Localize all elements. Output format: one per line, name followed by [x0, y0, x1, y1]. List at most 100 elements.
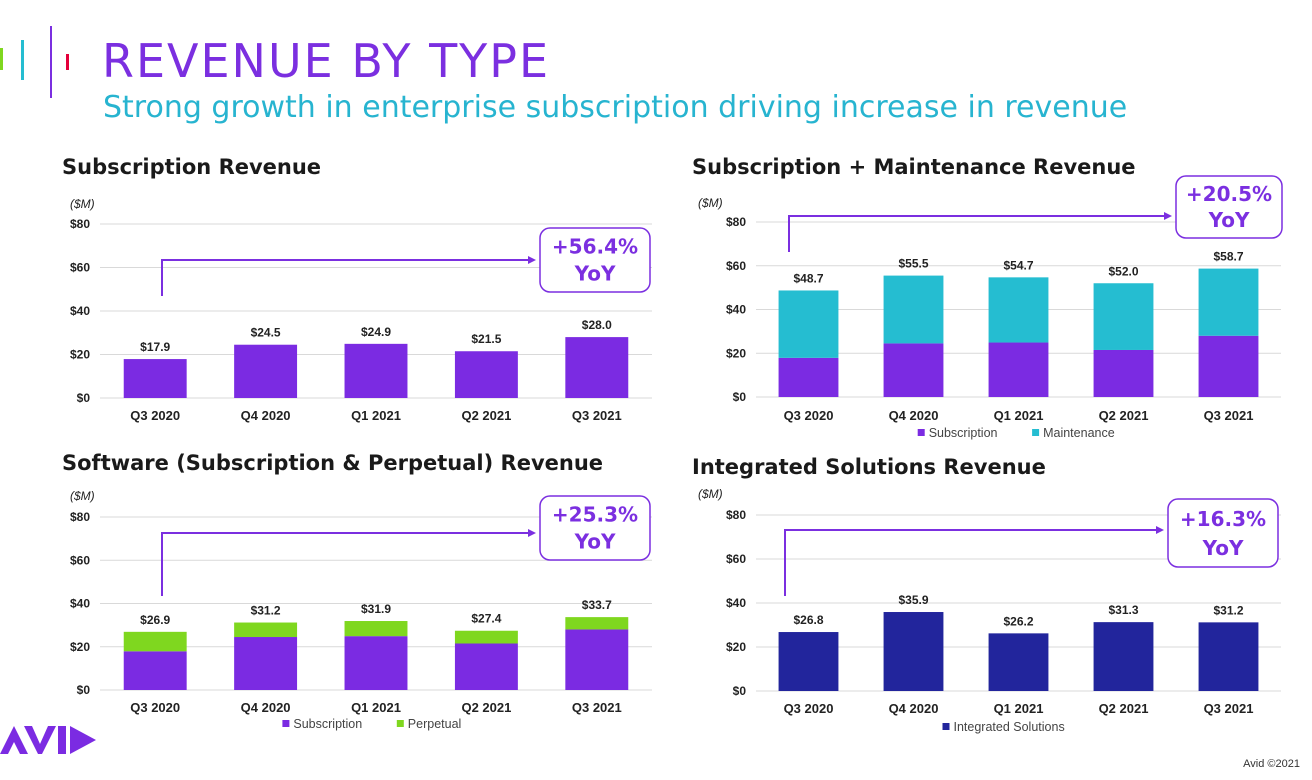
y-tick-label: $60 — [726, 259, 746, 273]
yoy-arrow-head — [528, 256, 536, 264]
x-tick-label: Q4 2020 — [241, 700, 291, 715]
yoy-percent: +16.3% — [1180, 507, 1266, 531]
data-label: $26.2 — [1003, 614, 1033, 628]
y-tick-label: $60 — [70, 553, 90, 567]
legend-label: Perpetual — [408, 717, 462, 731]
legend-label: Subscription — [293, 717, 362, 731]
x-tick-label: Q1 2021 — [994, 701, 1044, 716]
chart-title: Subscription + Maintenance Revenue — [692, 155, 1136, 179]
bar-maintenance — [1093, 283, 1154, 350]
yoy-callout-box — [539, 495, 651, 561]
data-label: $52.0 — [1108, 264, 1138, 278]
page-subtitle: Strong growth in enterprise subscription… — [103, 90, 1128, 125]
unit-label: ($M) — [698, 487, 723, 501]
legend-swatch — [282, 720, 290, 727]
legend-label: Subscription — [929, 426, 998, 440]
bar-integrated-solutions — [883, 612, 944, 691]
y-tick-label: $60 — [70, 261, 90, 275]
x-tick-label: Q1 2021 — [351, 408, 401, 423]
yoy-callout-box — [539, 227, 651, 293]
y-tick-label: $40 — [726, 596, 746, 610]
bar-integrated-solutions — [778, 632, 839, 691]
bar-subscription — [234, 344, 298, 398]
bar-maintenance — [988, 277, 1049, 343]
bar-subscription — [1198, 335, 1259, 397]
chart-title: Integrated Solutions Revenue — [692, 455, 1046, 479]
y-tick-label: $20 — [726, 346, 746, 360]
x-tick-label: Q3 2021 — [572, 408, 622, 423]
yoy-label: YoY — [574, 261, 616, 285]
chart-title: Software (Subscription & Perpetual) Reve… — [62, 451, 603, 475]
yoy-callout-box — [1167, 498, 1279, 568]
legend-label: Integrated Solutions — [954, 720, 1065, 734]
data-label: $35.9 — [898, 593, 928, 607]
chart-title: Subscription Revenue — [62, 155, 321, 179]
page-title: REVENUE BY TYPE — [102, 34, 551, 88]
y-tick-label: $0 — [77, 683, 91, 697]
legend-swatch — [1032, 429, 1040, 436]
x-tick-label: Q4 2020 — [241, 408, 291, 423]
chart-integrated-solutions-revenue: Integrated Solutions Revenue ($M) $0 $20 $40… — [692, 455, 1281, 734]
data-label: $54.7 — [1003, 258, 1033, 272]
x-tick-label: Q4 2020 — [889, 701, 939, 716]
accent-bar-purple — [50, 26, 52, 98]
y-tick-label: $80 — [70, 217, 90, 231]
bar-subscription — [1093, 349, 1154, 397]
yoy-label: YoY — [574, 529, 616, 553]
bar-integrated-solutions — [1093, 622, 1154, 691]
bar-subscription — [565, 337, 629, 398]
chart-software-revenue: Software (Subscription & Perpetual) Reve… — [62, 451, 652, 731]
y-tick-label: $80 — [726, 215, 746, 229]
accent-bar-red — [66, 54, 69, 70]
legend-swatch — [917, 429, 925, 436]
y-tick-label: $0 — [77, 391, 91, 405]
bar-subscription — [988, 342, 1049, 397]
y-tick-label: $80 — [70, 510, 90, 524]
legend-label: Maintenance — [1043, 426, 1115, 440]
bar-subscription — [883, 343, 944, 397]
bar-perpetual — [565, 617, 629, 630]
bar-subscription — [123, 651, 187, 690]
yoy-percent: +20.5% — [1186, 182, 1272, 206]
bar-perpetual — [344, 621, 408, 637]
bar-subscription — [454, 351, 518, 398]
bar-subscription — [454, 643, 518, 690]
y-tick-label: $60 — [726, 552, 746, 566]
data-label: $28.0 — [582, 318, 612, 332]
y-tick-label: $40 — [70, 304, 90, 318]
x-tick-label: Q2 2021 — [461, 700, 511, 715]
x-tick-label: Q3 2021 — [1204, 701, 1254, 716]
bar-perpetual — [454, 630, 518, 644]
chart-subscription-revenue: Subscription Revenue ($M) $0 $20 $40 $60 $80 $1… — [62, 155, 652, 423]
data-label: $26.9 — [140, 613, 170, 627]
x-tick-label: Q3 2020 — [130, 700, 180, 715]
data-label: $55.5 — [898, 257, 928, 271]
data-label: $31.3 — [1108, 603, 1138, 617]
x-tick-label: Q3 2021 — [1204, 408, 1254, 423]
bar-integrated-solutions — [1198, 622, 1259, 691]
legend-swatch — [942, 723, 950, 730]
yoy-arrow-head — [528, 529, 536, 537]
data-label: $17.9 — [140, 340, 170, 354]
bar-perpetual — [234, 622, 298, 638]
accent-bar-cyan — [21, 40, 24, 80]
yoy-arrow-line — [161, 532, 528, 596]
yoy-label: YoY — [1202, 536, 1244, 560]
yoy-percent: +25.3% — [552, 503, 638, 527]
unit-label: ($M) — [70, 489, 95, 503]
yoy-arrow-line — [161, 259, 528, 296]
x-tick-label: Q1 2021 — [994, 408, 1044, 423]
x-tick-label: Q3 2020 — [784, 701, 834, 716]
bar-maintenance — [778, 290, 839, 358]
y-tick-label: $40 — [70, 597, 90, 611]
data-label: $33.7 — [582, 598, 612, 612]
legend-swatch — [396, 720, 404, 727]
x-tick-label: Q4 2020 — [889, 408, 939, 423]
y-tick-label: $20 — [726, 640, 746, 654]
x-tick-label: Q1 2021 — [351, 700, 401, 715]
copyright-footer: Avid ©2021 — [1243, 758, 1300, 770]
yoy-percent: +56.4% — [552, 235, 638, 259]
yoy-callout-box — [1175, 175, 1283, 239]
y-tick-label: $0 — [733, 390, 747, 404]
x-tick-label: Q2 2021 — [461, 408, 511, 423]
